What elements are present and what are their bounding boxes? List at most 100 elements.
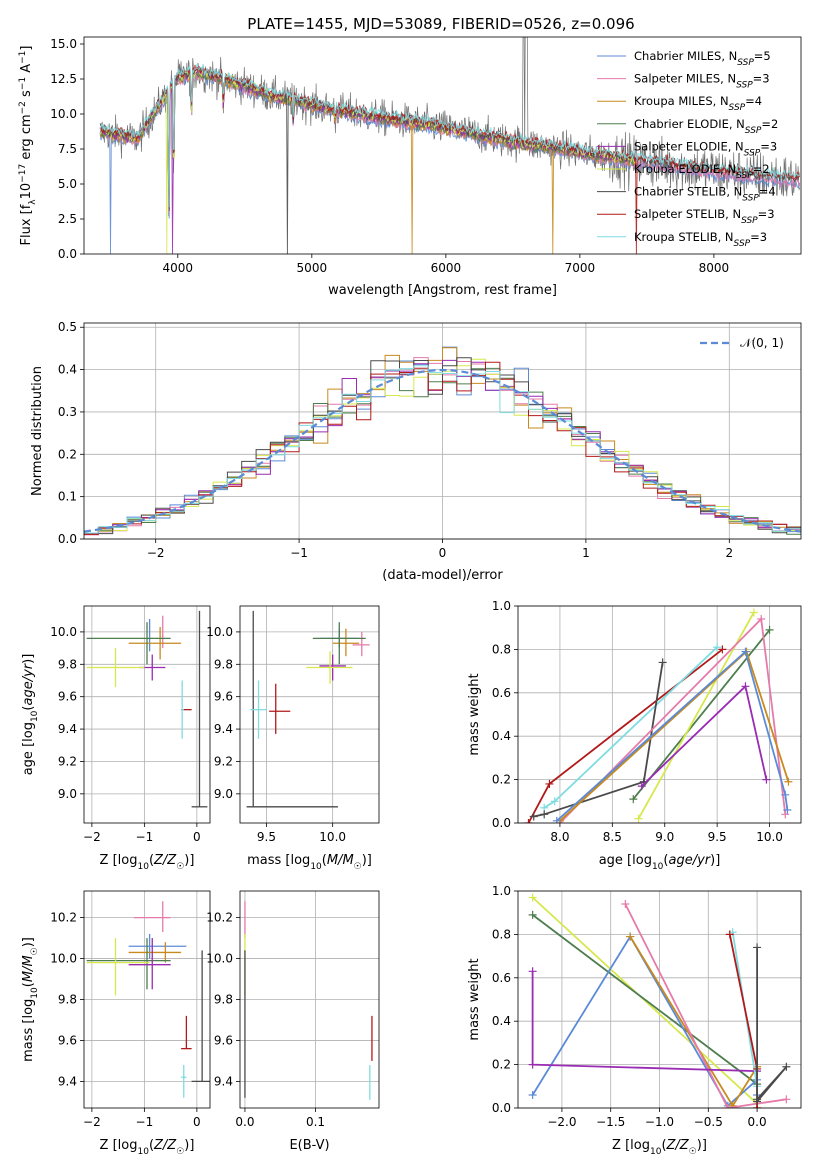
x-axis-label: E(B-V)	[289, 1138, 329, 1153]
x-tick-label: −2	[83, 1115, 101, 1129]
y-tick-label: 0.8	[492, 927, 511, 941]
y-tick-label: 0.5	[58, 320, 77, 334]
model-spectrum-kroupa_stelib	[99, 61, 801, 208]
x-tick-label: 10.0	[756, 830, 783, 844]
y-tick-label: 9.6	[214, 1033, 233, 1047]
x-tick-label: 0	[193, 1115, 201, 1129]
x-tick-label: −2	[83, 830, 101, 844]
x-axis-label: Z [log10(Z/Z☉)]	[100, 1138, 195, 1157]
series-marker-chabrier_elodie	[629, 795, 638, 804]
histogram-chabrier_stelib	[84, 357, 801, 535]
x-tick-label: 0.0	[235, 1115, 254, 1129]
series-marker-chabrier_miles	[783, 805, 792, 814]
series-marker-salpeter_elodie	[528, 1060, 537, 1069]
x-tick-label: 0.0	[748, 1115, 767, 1129]
series-marker-salpeter_elodie	[741, 682, 750, 691]
spectrum-legend: Chabrier MILES, NSSP=5 Salpeter MILES, NS…	[597, 49, 778, 249]
x-axis-label: (data-model)/error	[382, 568, 503, 583]
x-axis-label: Z [log10(Z/Z☉)]	[100, 853, 195, 872]
series-marker-chabrier_stelib	[658, 658, 667, 667]
x-tick-label: 0	[439, 546, 447, 560]
chart-mass_weight_vs_age: 8.0 8.5 9.0 9.5 10.0 0.0 0.2 0.4 0.6 0.8 1.0 age [l…	[467, 599, 802, 872]
legend-label-chabrier_elodie: Chabrier ELODIE, NSSP=2	[634, 117, 778, 136]
plot-area-age_vs_mass	[246, 610, 370, 808]
y-tick-label: 0.2	[492, 1058, 511, 1072]
y-tick-label: 7.5	[58, 142, 77, 156]
plot-area-age_vs_metallicity	[86, 610, 208, 808]
x-tick-label: 9.5	[708, 830, 727, 844]
x-tick-label: 8000	[699, 261, 730, 275]
series-line-chabrier_stelib	[533, 662, 664, 818]
y-tick-label: 0.0	[492, 1101, 511, 1115]
legend-label-chabrier_miles: Chabrier MILES, NSSP=5	[634, 49, 771, 68]
figure-title: PLATE=1455, MJD=53089, FIBERID=0526, z=0…	[247, 15, 634, 33]
chart-mass_vs_metallicity: −2 −1 0 9.4 9.6 9.8 10.0 10.2 Z [log10(Z/Z☉)] mas…	[21, 890, 211, 1157]
y-tick-label: 9.2	[58, 754, 77, 768]
series-marker-kroupa_miles	[626, 932, 635, 941]
x-tick-label: −1.5	[596, 1115, 625, 1129]
series-marker-salpeter_stelib	[545, 779, 554, 788]
plot-area-mass_vs_extinction	[244, 901, 373, 1100]
y-tick-label: 9.8	[214, 657, 233, 671]
series-marker-salpeter_miles	[621, 900, 630, 909]
axes-frame	[239, 605, 380, 824]
series-marker-chabrier_stelib	[753, 943, 762, 952]
axes-frame	[83, 36, 802, 255]
model-spectrum-kroupa_miles	[99, 69, 637, 254]
axes-frame	[517, 605, 802, 824]
series-marker-chabrier_stelib	[782, 1062, 791, 1071]
chart-age_vs_mass: 9.5 10.0 9.0 9.2 9.4 9.6 9.8 10.0 mass [log10(M/…	[206, 605, 380, 872]
y-tick-label: 9.8	[214, 993, 233, 1007]
series-marker-salpeter_stelib	[718, 645, 727, 654]
y-tick-label: 9.6	[214, 690, 233, 704]
x-axis-label: Z [log10(Z/Z☉)]	[612, 1138, 707, 1157]
series-marker-kroupa_miles	[784, 777, 793, 786]
series-marker-kroupa_stelib	[550, 797, 559, 806]
plot-area-mass_weight_vs_metallicity	[528, 893, 791, 1108]
y-tick-label: 0.8	[492, 642, 511, 656]
series-line-chabrier_elodie	[532, 914, 758, 1085]
y-tick-label: 9.8	[58, 657, 77, 671]
series-marker-chabrier_stelib	[540, 810, 549, 819]
series-marker-chabrier_elodie	[528, 910, 537, 919]
y-tick-label: 2.5	[58, 212, 77, 226]
series-marker-chabrier_miles	[552, 816, 561, 823]
model-spectrum-chabrier_stelib	[99, 66, 801, 254]
x-tick-label: 9.0	[655, 830, 674, 844]
y-tick-label: 9.4	[58, 1074, 77, 1088]
series-marker-chabrier_miles	[741, 647, 750, 656]
y-tick-label: 0.2	[492, 773, 511, 787]
y-tick-label: 10.0	[50, 625, 77, 639]
y-tick-label: 9.6	[58, 1033, 77, 1047]
series-marker-salpeter_stelib	[524, 819, 533, 823]
series-marker-kroupa_elodie	[634, 814, 643, 823]
series-marker-kroupa_stelib	[713, 643, 722, 652]
x-tick-label: 0.1	[306, 1115, 325, 1129]
chart-mass_weight_vs_metallicity: −2.0 −1.5 −1.0 −0.5 0.0 0.0 0.2 0.4 0.6 0.8 1.0 Z […	[467, 884, 802, 1157]
normal-distribution-curve	[84, 368, 801, 533]
y-tick-label: 10.0	[50, 107, 77, 121]
y-tick-label: 10.2	[206, 911, 233, 925]
model-spectrum-kroupa_elodie	[99, 67, 637, 254]
x-tick-label: −1	[290, 546, 308, 560]
series-marker-salpeter_elodie	[528, 967, 537, 976]
y-tick-label: 0.4	[492, 1014, 511, 1028]
y-tick-label: 0.4	[492, 729, 511, 743]
y-tick-label: 5.0	[58, 177, 77, 191]
x-tick-label: 1	[582, 546, 590, 560]
y-axis-label: mass [log10(M/M☉)]	[21, 937, 40, 1062]
y-tick-label: 9.0	[214, 787, 233, 801]
series-marker-kroupa_elodie	[528, 893, 537, 902]
x-tick-label: 9.5	[257, 830, 276, 844]
series-marker-chabrier_miles	[528, 1090, 537, 1099]
axes-frame	[239, 890, 380, 1109]
y-axis-label: mass weight	[467, 673, 482, 755]
axes-frame	[83, 605, 211, 824]
x-tick-label: −1.0	[645, 1115, 674, 1129]
y-tick-label: 9.0	[58, 787, 77, 801]
x-tick-label: 10.0	[319, 830, 346, 844]
x-tick-label: −2.0	[547, 1115, 576, 1129]
y-axis-label: mass weight	[467, 958, 482, 1040]
series-marker-salpeter_elodie	[637, 782, 646, 791]
